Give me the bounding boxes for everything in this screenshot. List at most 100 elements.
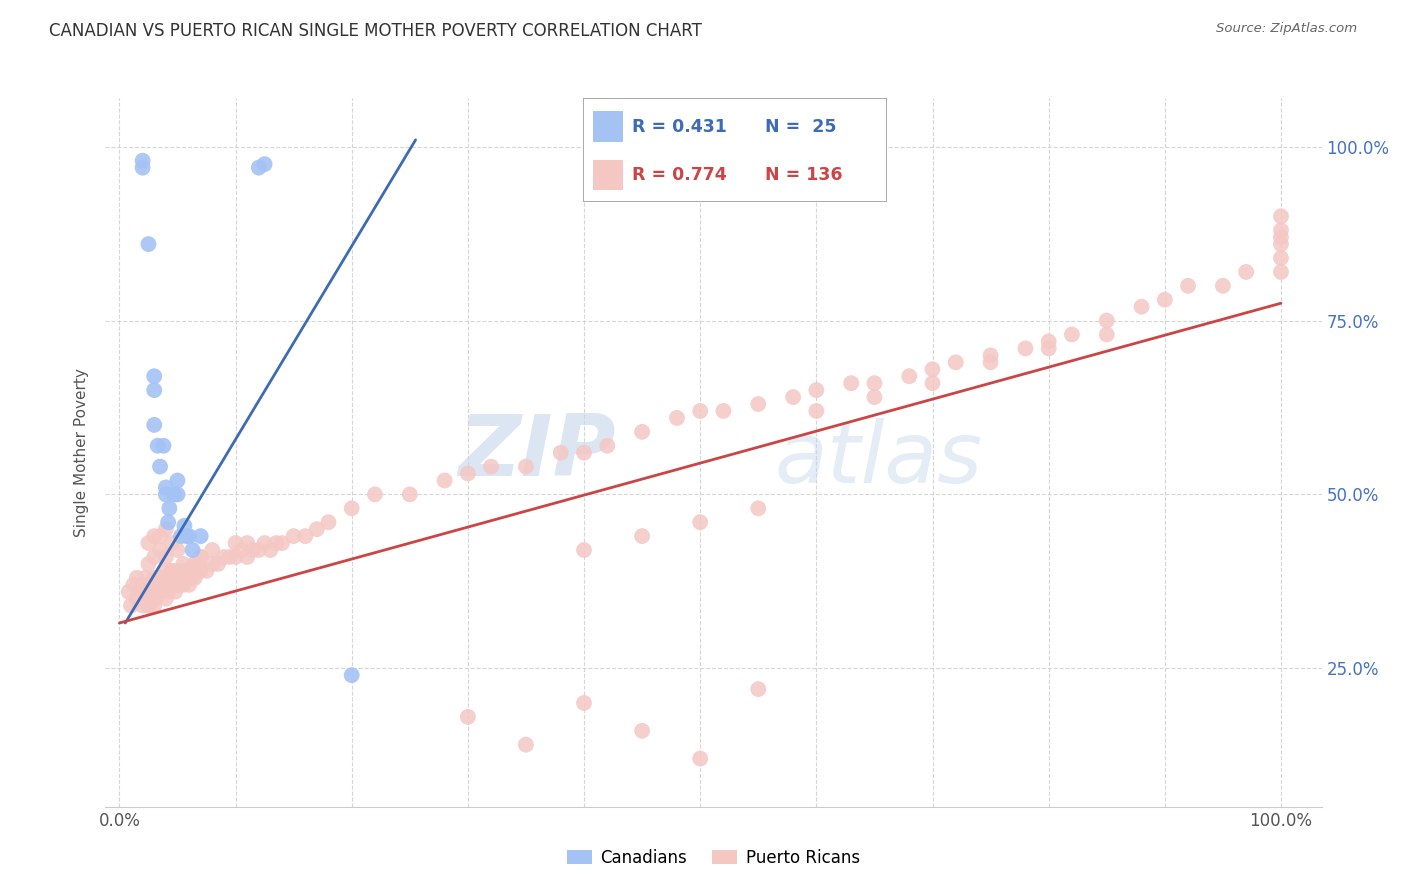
Point bbox=[806, 404, 828, 418]
Point bbox=[143, 549, 166, 564]
Point bbox=[231, 543, 253, 558]
Point bbox=[122, 578, 145, 592]
Point bbox=[125, 571, 148, 585]
Point bbox=[138, 237, 160, 252]
Point bbox=[177, 578, 200, 592]
Point bbox=[898, 369, 921, 384]
Point bbox=[143, 417, 166, 432]
Point bbox=[157, 584, 180, 599]
Point bbox=[169, 578, 191, 592]
Point bbox=[515, 738, 537, 752]
Point bbox=[201, 543, 224, 558]
Point bbox=[980, 355, 1002, 369]
Point bbox=[149, 571, 172, 585]
Point bbox=[155, 591, 177, 606]
Point bbox=[138, 599, 160, 613]
Point bbox=[165, 584, 187, 599]
Point bbox=[433, 474, 456, 488]
Point bbox=[163, 487, 186, 501]
Point bbox=[131, 578, 153, 592]
Point bbox=[138, 557, 160, 571]
Point bbox=[1060, 327, 1083, 342]
Point bbox=[184, 557, 207, 571]
Point bbox=[152, 439, 174, 453]
Point bbox=[515, 459, 537, 474]
Point bbox=[131, 161, 153, 175]
Point bbox=[1270, 230, 1292, 244]
Point bbox=[1177, 278, 1199, 293]
Point bbox=[271, 536, 294, 550]
Point bbox=[980, 348, 1002, 362]
Point bbox=[1153, 293, 1175, 307]
Point bbox=[143, 584, 166, 599]
Point bbox=[1212, 278, 1234, 293]
Point bbox=[479, 459, 502, 474]
Point bbox=[264, 536, 287, 550]
Point bbox=[863, 376, 886, 391]
Point bbox=[173, 518, 195, 533]
Point bbox=[176, 571, 198, 585]
Point bbox=[155, 549, 177, 564]
Point bbox=[747, 681, 769, 696]
Point bbox=[146, 439, 169, 453]
Point bbox=[138, 599, 160, 613]
Point bbox=[1270, 223, 1292, 237]
Point bbox=[134, 591, 156, 606]
Text: N = 136: N = 136 bbox=[765, 166, 842, 184]
Point bbox=[172, 578, 194, 592]
Point bbox=[181, 543, 204, 558]
Point bbox=[689, 515, 711, 529]
Point bbox=[318, 515, 340, 529]
Point bbox=[457, 467, 479, 481]
Point bbox=[149, 584, 172, 599]
Point bbox=[131, 599, 153, 613]
Point bbox=[945, 355, 967, 369]
Point bbox=[1270, 251, 1292, 265]
Point bbox=[572, 543, 595, 558]
Point bbox=[747, 397, 769, 411]
Point bbox=[166, 543, 188, 558]
Text: R = 0.431: R = 0.431 bbox=[631, 118, 727, 136]
Point bbox=[157, 515, 180, 529]
Text: Source: ZipAtlas.com: Source: ZipAtlas.com bbox=[1216, 22, 1357, 36]
Point bbox=[839, 376, 862, 391]
Point bbox=[177, 529, 200, 543]
Point bbox=[134, 571, 156, 585]
Point bbox=[195, 564, 218, 578]
Point bbox=[160, 564, 183, 578]
Point bbox=[177, 564, 200, 578]
Point bbox=[149, 543, 172, 558]
Point bbox=[129, 584, 152, 599]
Point bbox=[190, 549, 212, 564]
Point bbox=[190, 549, 212, 564]
Point bbox=[166, 571, 188, 585]
Point bbox=[1038, 334, 1060, 349]
Point bbox=[225, 536, 247, 550]
Point bbox=[155, 480, 177, 494]
Text: R = 0.774: R = 0.774 bbox=[631, 166, 727, 184]
Point bbox=[160, 578, 183, 592]
Point bbox=[1095, 327, 1118, 342]
Point bbox=[283, 529, 305, 543]
Point bbox=[921, 362, 943, 376]
Point bbox=[143, 529, 166, 543]
Point bbox=[172, 564, 194, 578]
Point bbox=[572, 696, 595, 710]
Point bbox=[155, 564, 177, 578]
Point bbox=[155, 578, 177, 592]
Bar bbox=[592, 160, 623, 190]
Point bbox=[305, 522, 328, 536]
Point bbox=[457, 710, 479, 724]
Point bbox=[398, 487, 420, 501]
Point bbox=[155, 522, 177, 536]
Point bbox=[689, 404, 711, 418]
Point bbox=[172, 557, 194, 571]
Point bbox=[259, 543, 281, 558]
Point bbox=[340, 501, 363, 516]
Point bbox=[1095, 313, 1118, 327]
Point bbox=[166, 487, 188, 501]
Point bbox=[143, 369, 166, 384]
Point bbox=[201, 557, 224, 571]
Point bbox=[247, 161, 270, 175]
Text: CANADIAN VS PUERTO RICAN SINGLE MOTHER POVERTY CORRELATION CHART: CANADIAN VS PUERTO RICAN SINGLE MOTHER P… bbox=[49, 22, 702, 40]
